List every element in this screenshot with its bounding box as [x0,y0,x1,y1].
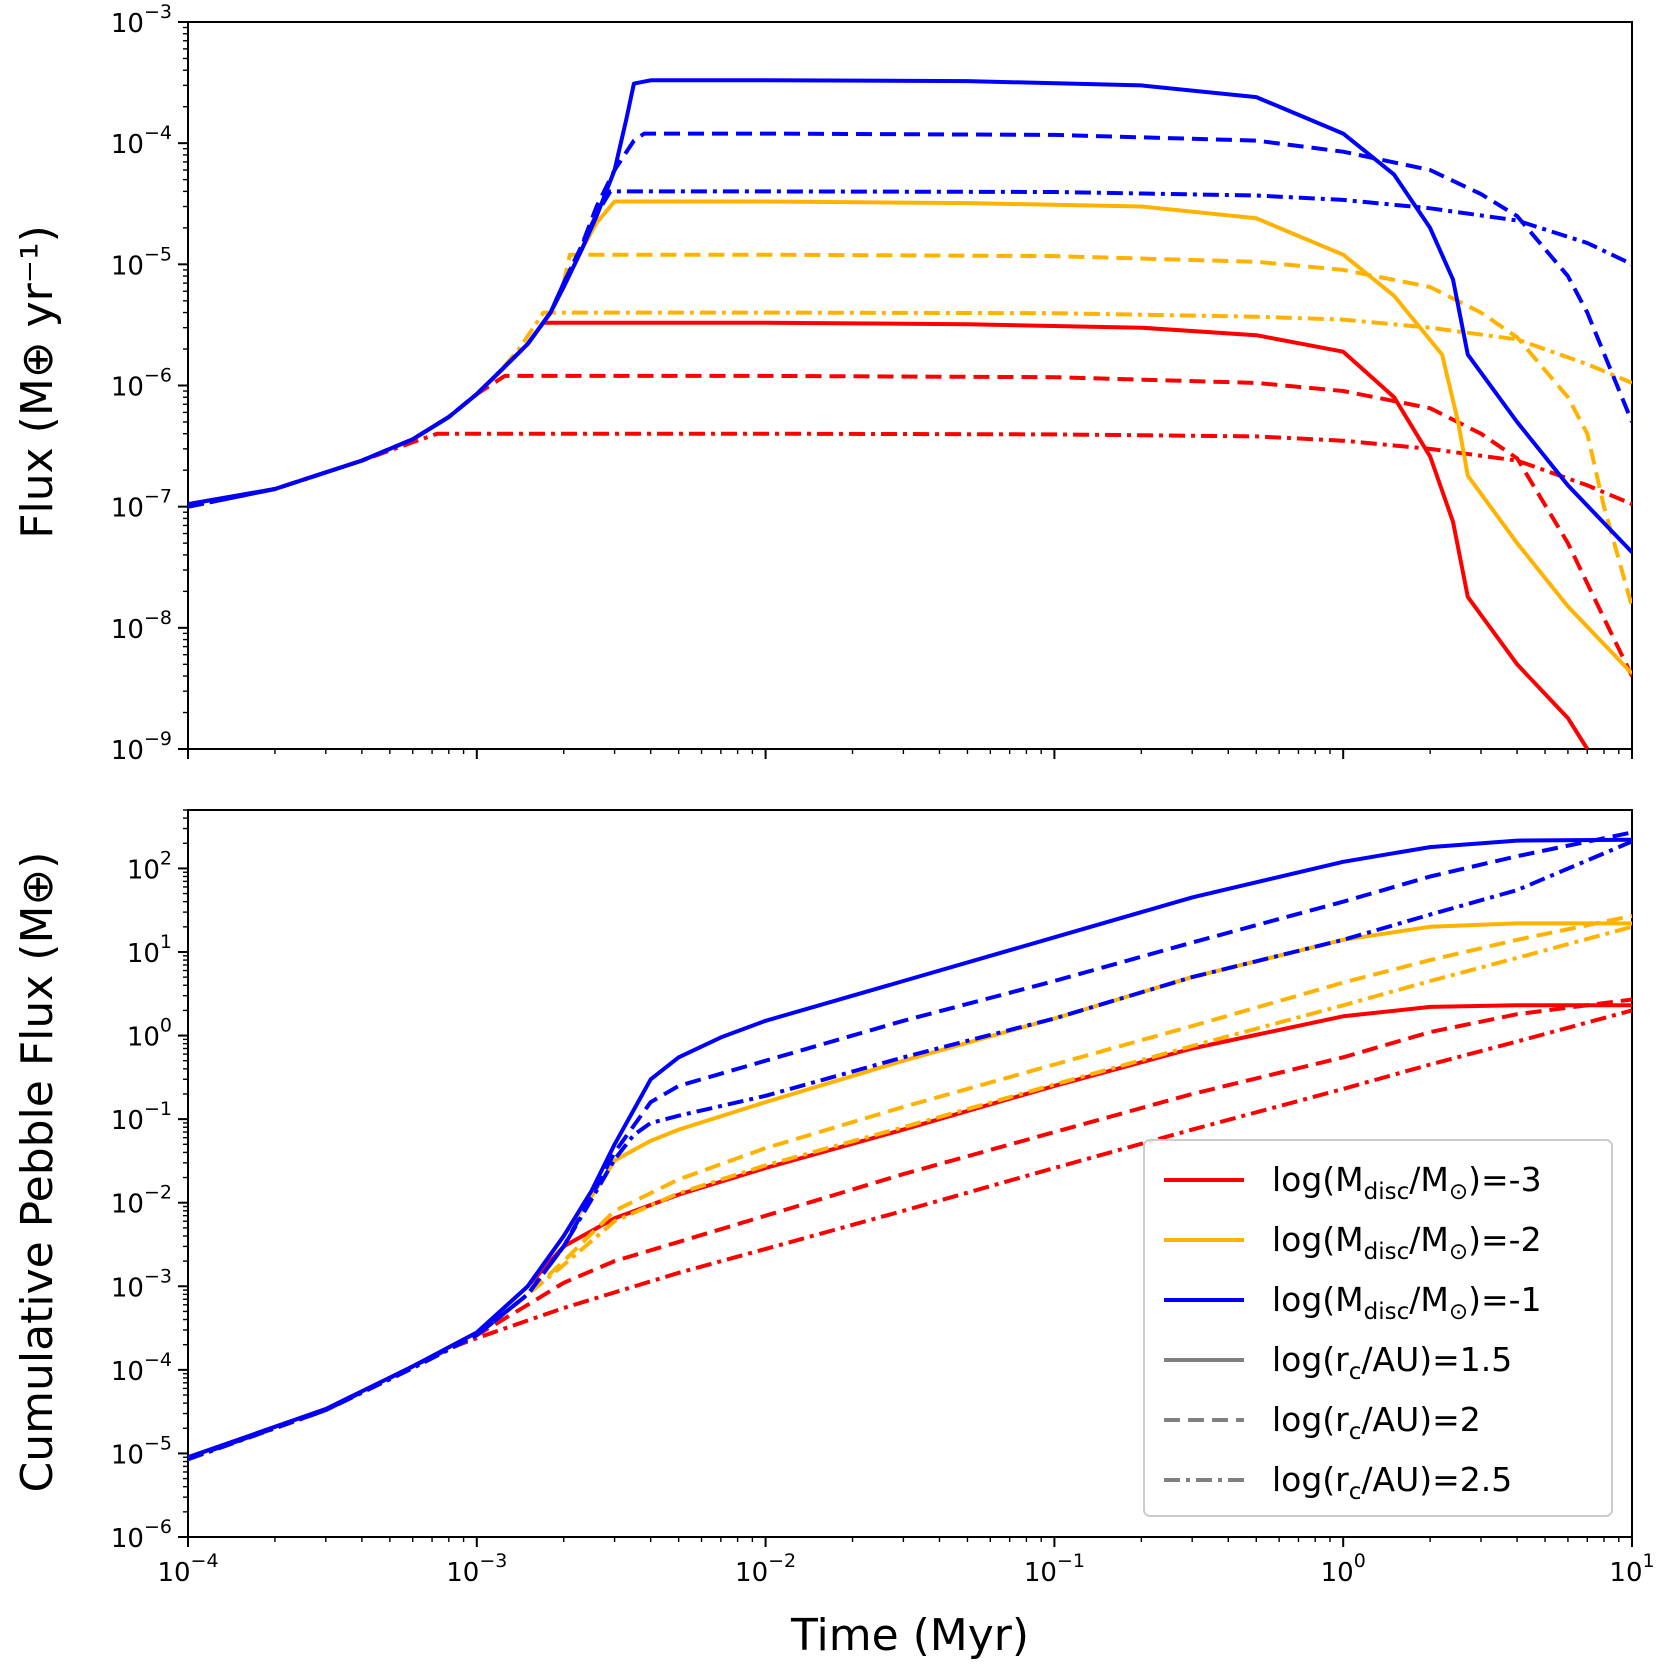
top-series-line [188,310,1632,509]
bottom-y-tick-label: 100 [127,1015,172,1053]
top-series-line [188,252,1632,608]
top-series [188,78,1632,749]
top-plot-frame [187,21,1633,750]
top-panel: 10−9 10−8 10−7 10−6 10−5 10−4 10−3 Flux (M⊕ yr… [12,1,1633,766]
top-y-tick-label: 10−6 [111,365,172,403]
x-tick-label: 100 [1321,1550,1366,1588]
bottom-y-tick-label: 102 [127,847,172,885]
x-tick-label: 10−2 [735,1550,796,1588]
top-series-line [188,131,1632,509]
bottom-y-tick-label: 10−5 [111,1432,172,1470]
bottom-y-tick-label: 10−2 [111,1182,172,1220]
legend-label: log(Mdisc/M⊙)=-3 [1272,1160,1542,1205]
bottom-series-line [188,837,1632,1460]
top-series-line [188,373,1632,677]
legend-items: log(Mdisc/M⊙)=-3 log(Mdisc/M⊙)=-2 log(Mdis… [1164,1160,1542,1505]
bottom-y-tick-label: 101 [127,931,172,969]
top-series-line [188,78,1632,554]
top-y-tick-label: 10−7 [111,486,172,524]
legend: log(Mdisc/M⊙)=-3 log(Mdisc/M⊙)=-2 log(Mdis… [1143,1139,1613,1517]
bottom-y-label: Cumulative Pebble Flux (M⊕) [12,852,63,1493]
legend-label: log(Mdisc/M⊙)=-1 [1272,1280,1542,1325]
bottom-y-tick-label: 10−3 [111,1265,172,1303]
legend-label: log(rc/AU)=2 [1272,1400,1481,1445]
legend-box [1143,1139,1613,1517]
x-tick-label: 101 [1609,1550,1654,1588]
bottom-series [188,830,1632,1462]
top-y-tick-label: 10−9 [111,728,172,766]
top-y-tick-label: 10−3 [111,1,172,39]
top-ticks: 10−9 10−8 10−7 10−6 10−5 10−4 10−3 [111,1,1633,766]
x-axis-label: Time (Myr) [790,1610,1029,1661]
legend-label: log(Mdisc/M⊙)=-2 [1272,1220,1542,1265]
top-y-tick-label: 10−8 [111,607,172,645]
x-tick-label: 10−1 [1024,1550,1085,1588]
top-y-tick-label: 10−4 [111,122,172,160]
top-y-label: Flux (M⊕ yr⁻¹) [12,225,63,539]
top-series-line [188,189,1632,509]
bottom-panel: 10−6 10−5 10−4 10−3 10−2 10−1 100 101 102 10−4 10−… [12,809,1655,1661]
top-series-line [188,320,1589,749]
top-series-line [188,199,1632,675]
bottom-y-tick-label: 10−4 [111,1349,172,1387]
bottom-plot-frame [187,809,1633,1538]
legend-label: log(rc/AU)=1.5 [1272,1340,1512,1385]
bottom-ticks: 10−6 10−5 10−4 10−3 10−2 10−1 100 101 102 10−4 10−… [111,809,1655,1588]
top-y-tick-label: 10−5 [111,243,172,281]
bottom-y-tick-label: 10−6 [111,1516,172,1554]
legend-label: log(rc/AU)=2.5 [1272,1460,1512,1505]
x-tick-label: 10−4 [157,1550,218,1588]
x-tick-label: 10−3 [446,1550,507,1588]
bottom-y-tick-label: 10−1 [111,1098,172,1136]
top-series-line [188,431,1632,509]
